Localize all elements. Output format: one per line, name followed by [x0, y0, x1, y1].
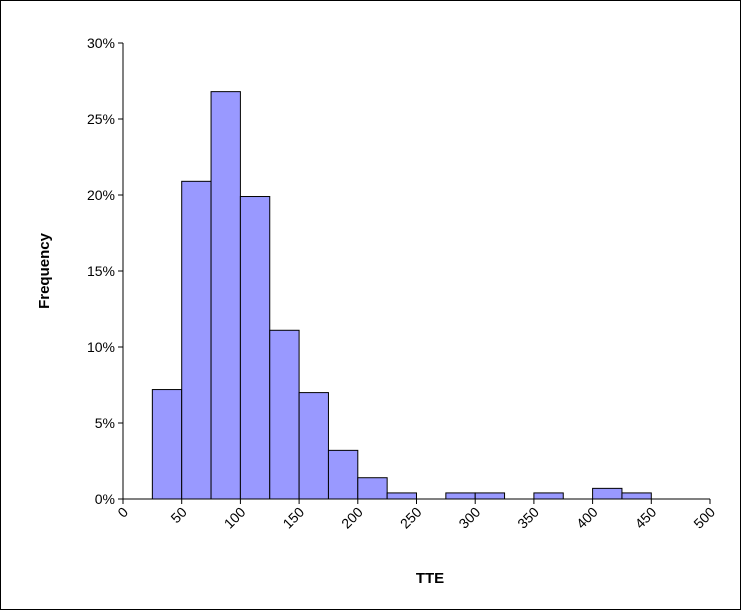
y-tick-label: 25%: [87, 111, 115, 127]
x-axis-label: TTE: [416, 570, 444, 587]
y-tick-label: 0%: [95, 491, 115, 507]
bar: [474, 492, 506, 500]
bar: [445, 492, 476, 500]
bar: [357, 477, 388, 500]
y-tick-label: 20%: [87, 187, 115, 203]
bar: [592, 487, 623, 500]
y-tick-label: 5%: [95, 415, 115, 431]
bar: [269, 329, 300, 500]
bar: [621, 492, 652, 500]
y-tick-label: 30%: [87, 35, 115, 51]
bar: [386, 492, 417, 500]
bar: [533, 492, 564, 500]
bar: [181, 180, 212, 500]
y-tick-label: 15%: [87, 263, 115, 279]
bar: [239, 196, 271, 500]
bar: [210, 91, 241, 500]
bar: [151, 389, 183, 500]
bar: [298, 392, 329, 500]
y-axis-label: Frequency: [36, 232, 53, 309]
bar: [327, 449, 359, 500]
y-tick-label: 10%: [87, 339, 115, 355]
